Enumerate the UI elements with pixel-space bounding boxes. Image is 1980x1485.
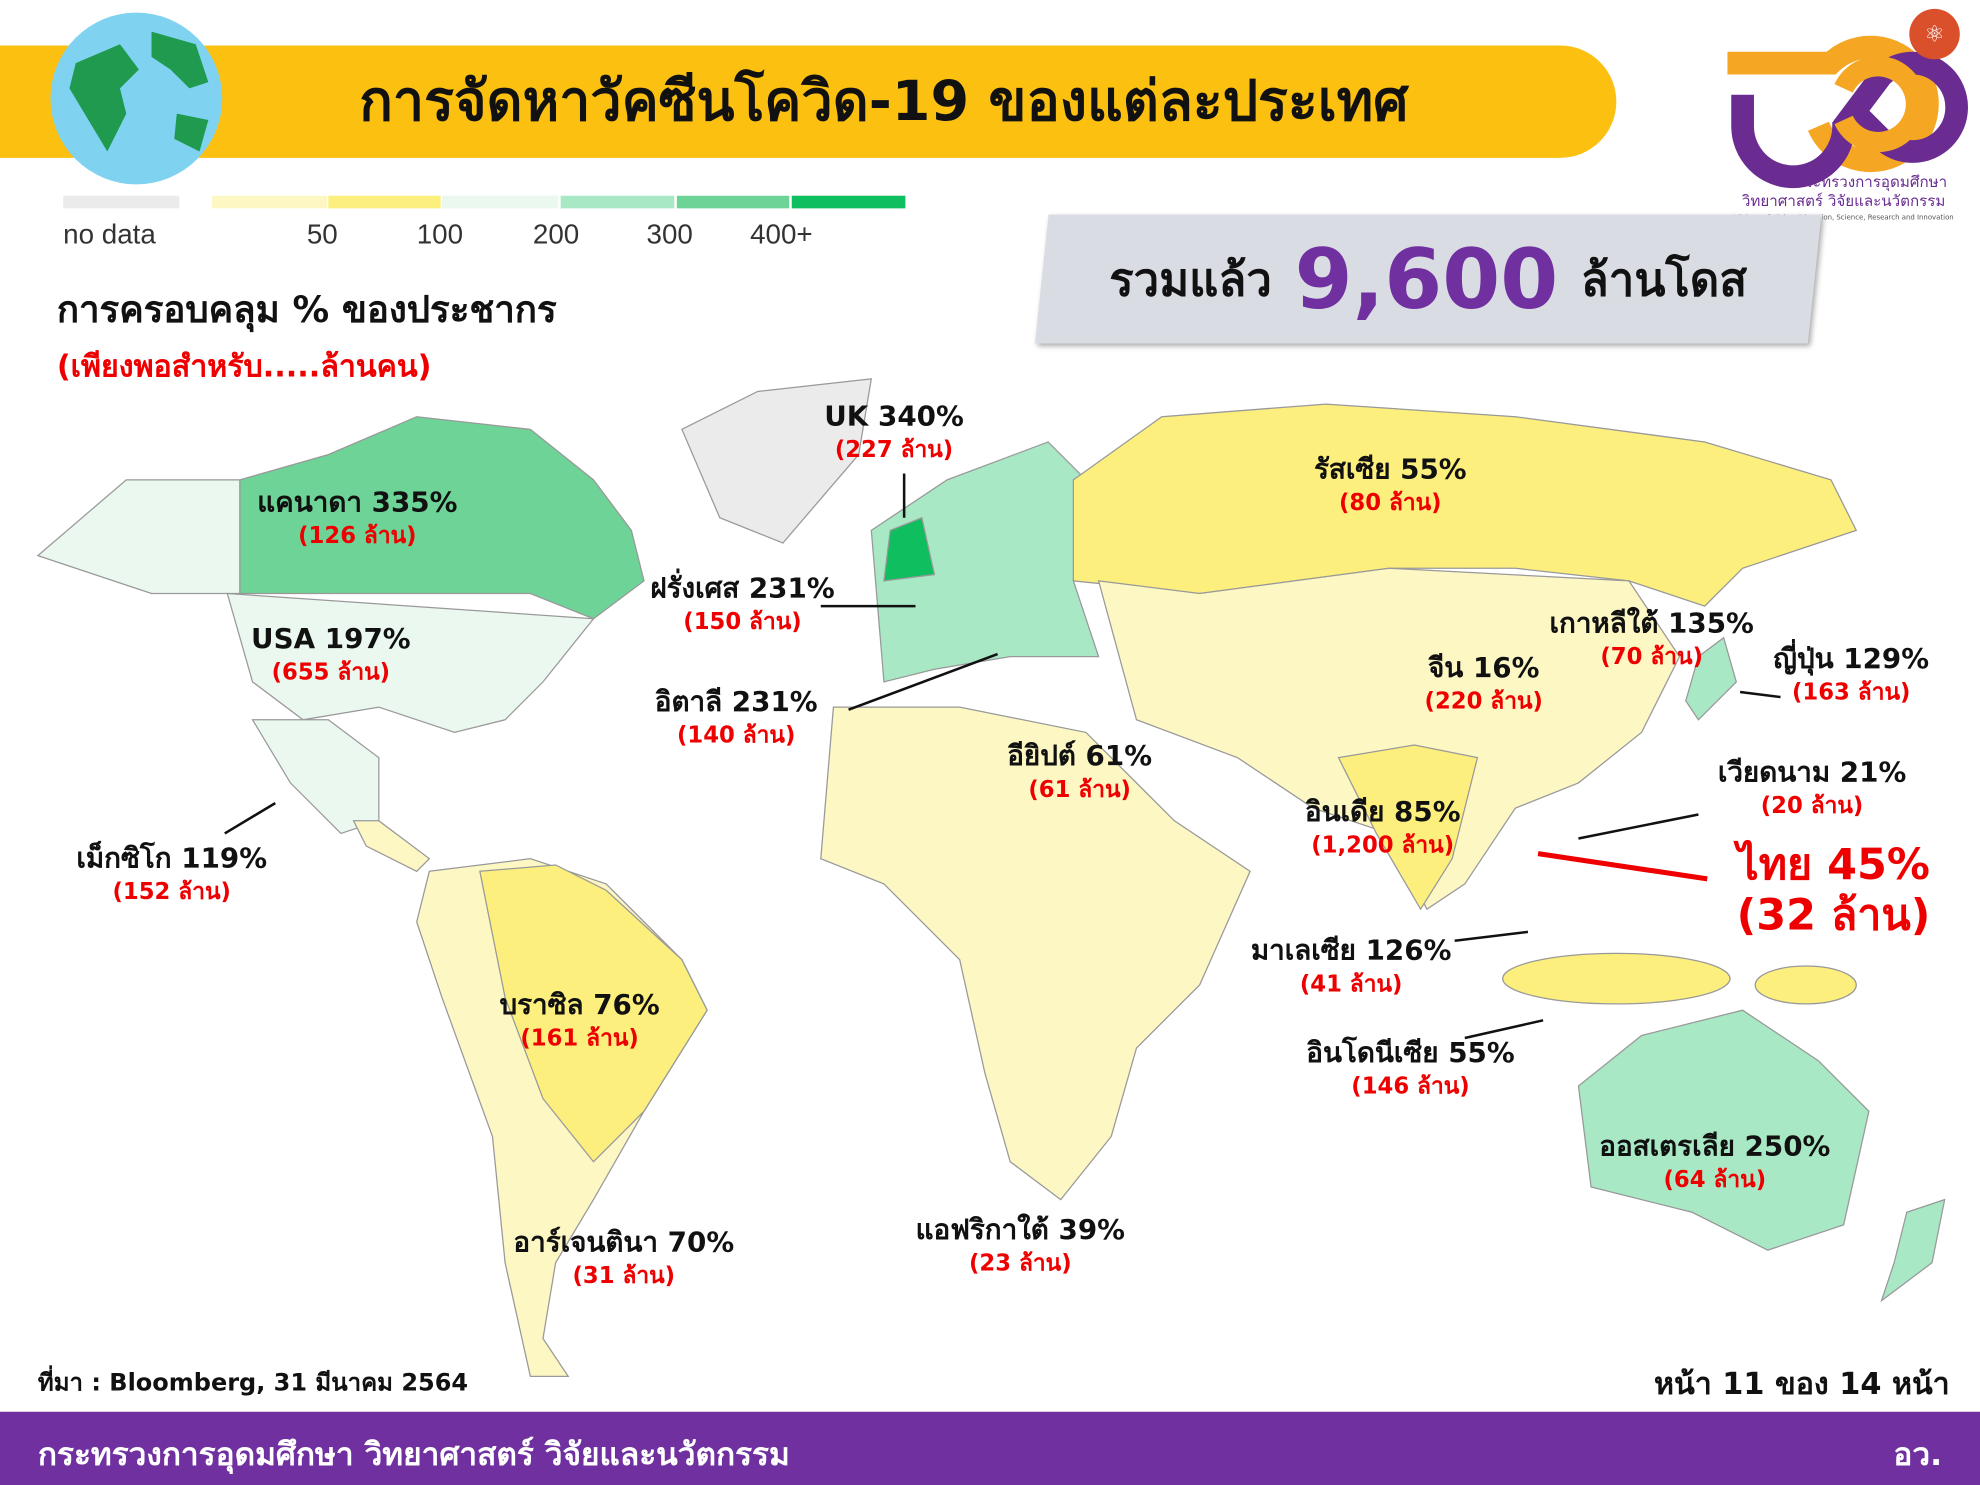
subtitle-note: (เพียงพอสำหรับ.....ล้านคน) — [56, 348, 432, 384]
page-title: การจัดหาวัคซีนโควิด-19 ของแต่ละประเทศ — [359, 69, 1409, 134]
legend-swatch — [560, 195, 675, 209]
region-australia — [1577, 1009, 1870, 1251]
country-label-brazil: บราซิล 76% (161 ล้าน) — [499, 990, 660, 1052]
country-label-australia: ออสเตรเลีย 250% (64 ล้าน) — [1599, 1131, 1831, 1194]
legend-swatch — [441, 195, 559, 209]
legend-swatch-nodata — [63, 195, 180, 209]
country-label-mexico: เม็กซิโก 119% (152 ล้าน) — [76, 843, 268, 906]
country-label-russia: รัสเซีย 55% (80 ล้าน) — [1313, 454, 1467, 517]
logo-line2: วิทยาศาสตร์ วิจัยและนวัตกรรม — [1741, 192, 1945, 210]
footer-bar: กระทรวงการอุดมศึกษา วิทยาศาสตร์ วิจัยและ… — [0, 1411, 1980, 1485]
country-label-argentina: อาร์เจนตินา 70% (31 ล้าน) — [513, 1227, 735, 1290]
title-banner — [0, 45, 1617, 158]
legend-swatch — [791, 195, 906, 209]
legend-label: 50 — [306, 218, 338, 251]
legend-label: 400+ — [750, 218, 813, 251]
source-note: ที่มา : Bloomberg, 31 มีนาคม 2564 — [37, 1368, 469, 1397]
region-europe — [870, 441, 1100, 683]
country-label-malaysia: มาเลเซีย 126% (41 ล้าน) — [1250, 935, 1452, 998]
logo-line1: กระทรวงการอุดมศึกษา — [1796, 173, 1947, 192]
total-suffix: ล้านโดส — [1580, 254, 1748, 307]
globe-icon — [50, 12, 223, 185]
country-label-france: ฝรั่งเศส 231% (150 ล้าน) — [650, 573, 835, 636]
legend-swatch — [328, 195, 441, 209]
legend-label: 200 — [532, 218, 580, 251]
country-label-italy: อิตาลี 231% (140 ล้าน) — [654, 686, 818, 749]
legend-label: 300 — [646, 218, 693, 251]
country-label-uk: UK 340% (227 ล้าน) — [824, 401, 964, 464]
legend-label: 100 — [416, 218, 464, 251]
region-south-america — [416, 858, 708, 1378]
svg-text:⚛: ⚛ — [1924, 22, 1944, 48]
region-indonesia — [1502, 952, 1731, 1005]
subtitle: การครอบคลุม % ของประชากร — [56, 287, 557, 331]
region-central-america — [352, 820, 431, 873]
region-new-zealand — [1880, 1198, 1946, 1303]
ministry-logo: ⚛ กระทรวงการอุดมศึกษา วิทยาศาสตร์ วิจัยแ… — [1717, 0, 1980, 225]
country-label-india: อินเดีย 85% (1,200 ล้าน) — [1304, 796, 1461, 859]
country-label-china: จีน 16% (220 ล้าน) — [1424, 652, 1543, 715]
legend-label: no data — [63, 218, 156, 251]
region-new-guinea — [1754, 965, 1857, 1005]
footer-ministry: กระทรวงการอุดมศึกษา วิทยาศาสตร์ วิจัยและ… — [37, 1435, 790, 1473]
country-label-thailand: ไทย 45% (32 ล้าน) — [1736, 839, 1931, 941]
total-prefix: รวมแล้ว — [1109, 254, 1272, 307]
total-value: 9,600 — [1294, 230, 1559, 328]
country-label-usa: USA 197% (655 ล้าน) — [251, 623, 411, 686]
country-label-south-korea: เกาหลีใต้ 135% (70 ล้าน) — [1549, 608, 1754, 671]
legend-swatch — [212, 195, 328, 209]
country-label-indonesia: อินโดนีเซีย 55% (146 ล้าน) — [1306, 1037, 1515, 1100]
region-alaska — [36, 479, 241, 595]
page-number: หน้า 11 ของ 14 หน้า — [1653, 1366, 1950, 1402]
region-mexico — [251, 719, 380, 835]
legend-swatch — [676, 195, 790, 209]
logo-line3: Ministry of Higher Education, Science, R… — [1734, 214, 1954, 222]
footer-abbrev: อว. — [1893, 1435, 1943, 1473]
region-uk — [883, 516, 936, 582]
country-label-japan: ญี่ปุ่น 129% (163 ล้าน) — [1773, 644, 1930, 706]
country-label-canada: แคนาดา 335% (126 ล้าน) — [257, 487, 458, 550]
country-label-south-africa: แอฟริกาใต้ 39% (23 ล้าน) — [915, 1214, 1126, 1277]
country-label-vietnam: เวียดนาม 21% (20 ล้าน) — [1717, 757, 1907, 820]
total-doses: รวมแล้ว 9,600 ล้านโดส — [1042, 215, 1815, 344]
country-label-egypt: อียิปต์ 61% (61 ล้าน) — [1007, 741, 1153, 804]
